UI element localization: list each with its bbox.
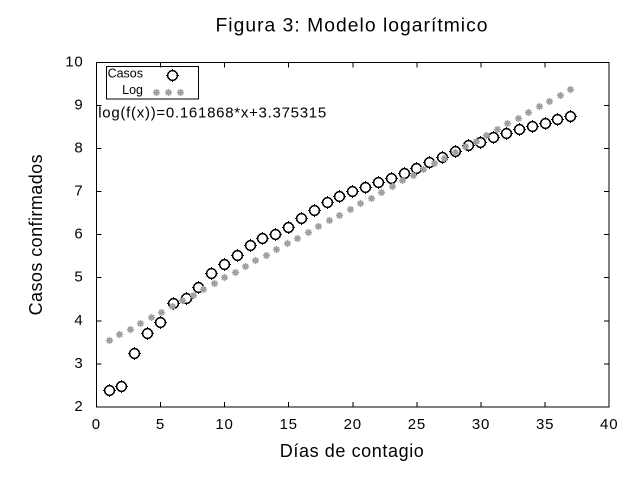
svg-text:0: 0 xyxy=(92,416,101,433)
svg-text:log(f(x))=0.161868*x+3.375315: log(f(x))=0.161868*x+3.375315 xyxy=(98,104,326,121)
svg-text:Días de contagio: Días de contagio xyxy=(280,441,424,461)
svg-text:Figura 3: Modelo logarítmico: Figura 3: Modelo logarítmico xyxy=(216,15,488,36)
svg-text:6: 6 xyxy=(74,226,83,243)
svg-text:8: 8 xyxy=(74,139,83,156)
svg-text:5: 5 xyxy=(156,416,165,433)
svg-text:10: 10 xyxy=(215,416,233,433)
svg-text:3: 3 xyxy=(74,355,83,372)
svg-text:10: 10 xyxy=(65,53,83,70)
svg-text:4: 4 xyxy=(74,312,83,329)
svg-text:15: 15 xyxy=(279,416,297,433)
svg-text:40: 40 xyxy=(600,416,618,433)
svg-text:Casos: Casos xyxy=(108,67,143,81)
svg-text:Log: Log xyxy=(122,83,143,97)
svg-text:7: 7 xyxy=(74,183,83,200)
svg-text:35: 35 xyxy=(536,416,554,433)
svg-text:2: 2 xyxy=(74,398,83,415)
svg-text:25: 25 xyxy=(408,416,426,433)
svg-text:20: 20 xyxy=(344,416,362,433)
svg-text:30: 30 xyxy=(472,416,490,433)
svg-text:5: 5 xyxy=(74,269,83,286)
svg-text:Casos confirmados: Casos confirmados xyxy=(26,154,46,315)
svg-text:9: 9 xyxy=(74,96,83,113)
